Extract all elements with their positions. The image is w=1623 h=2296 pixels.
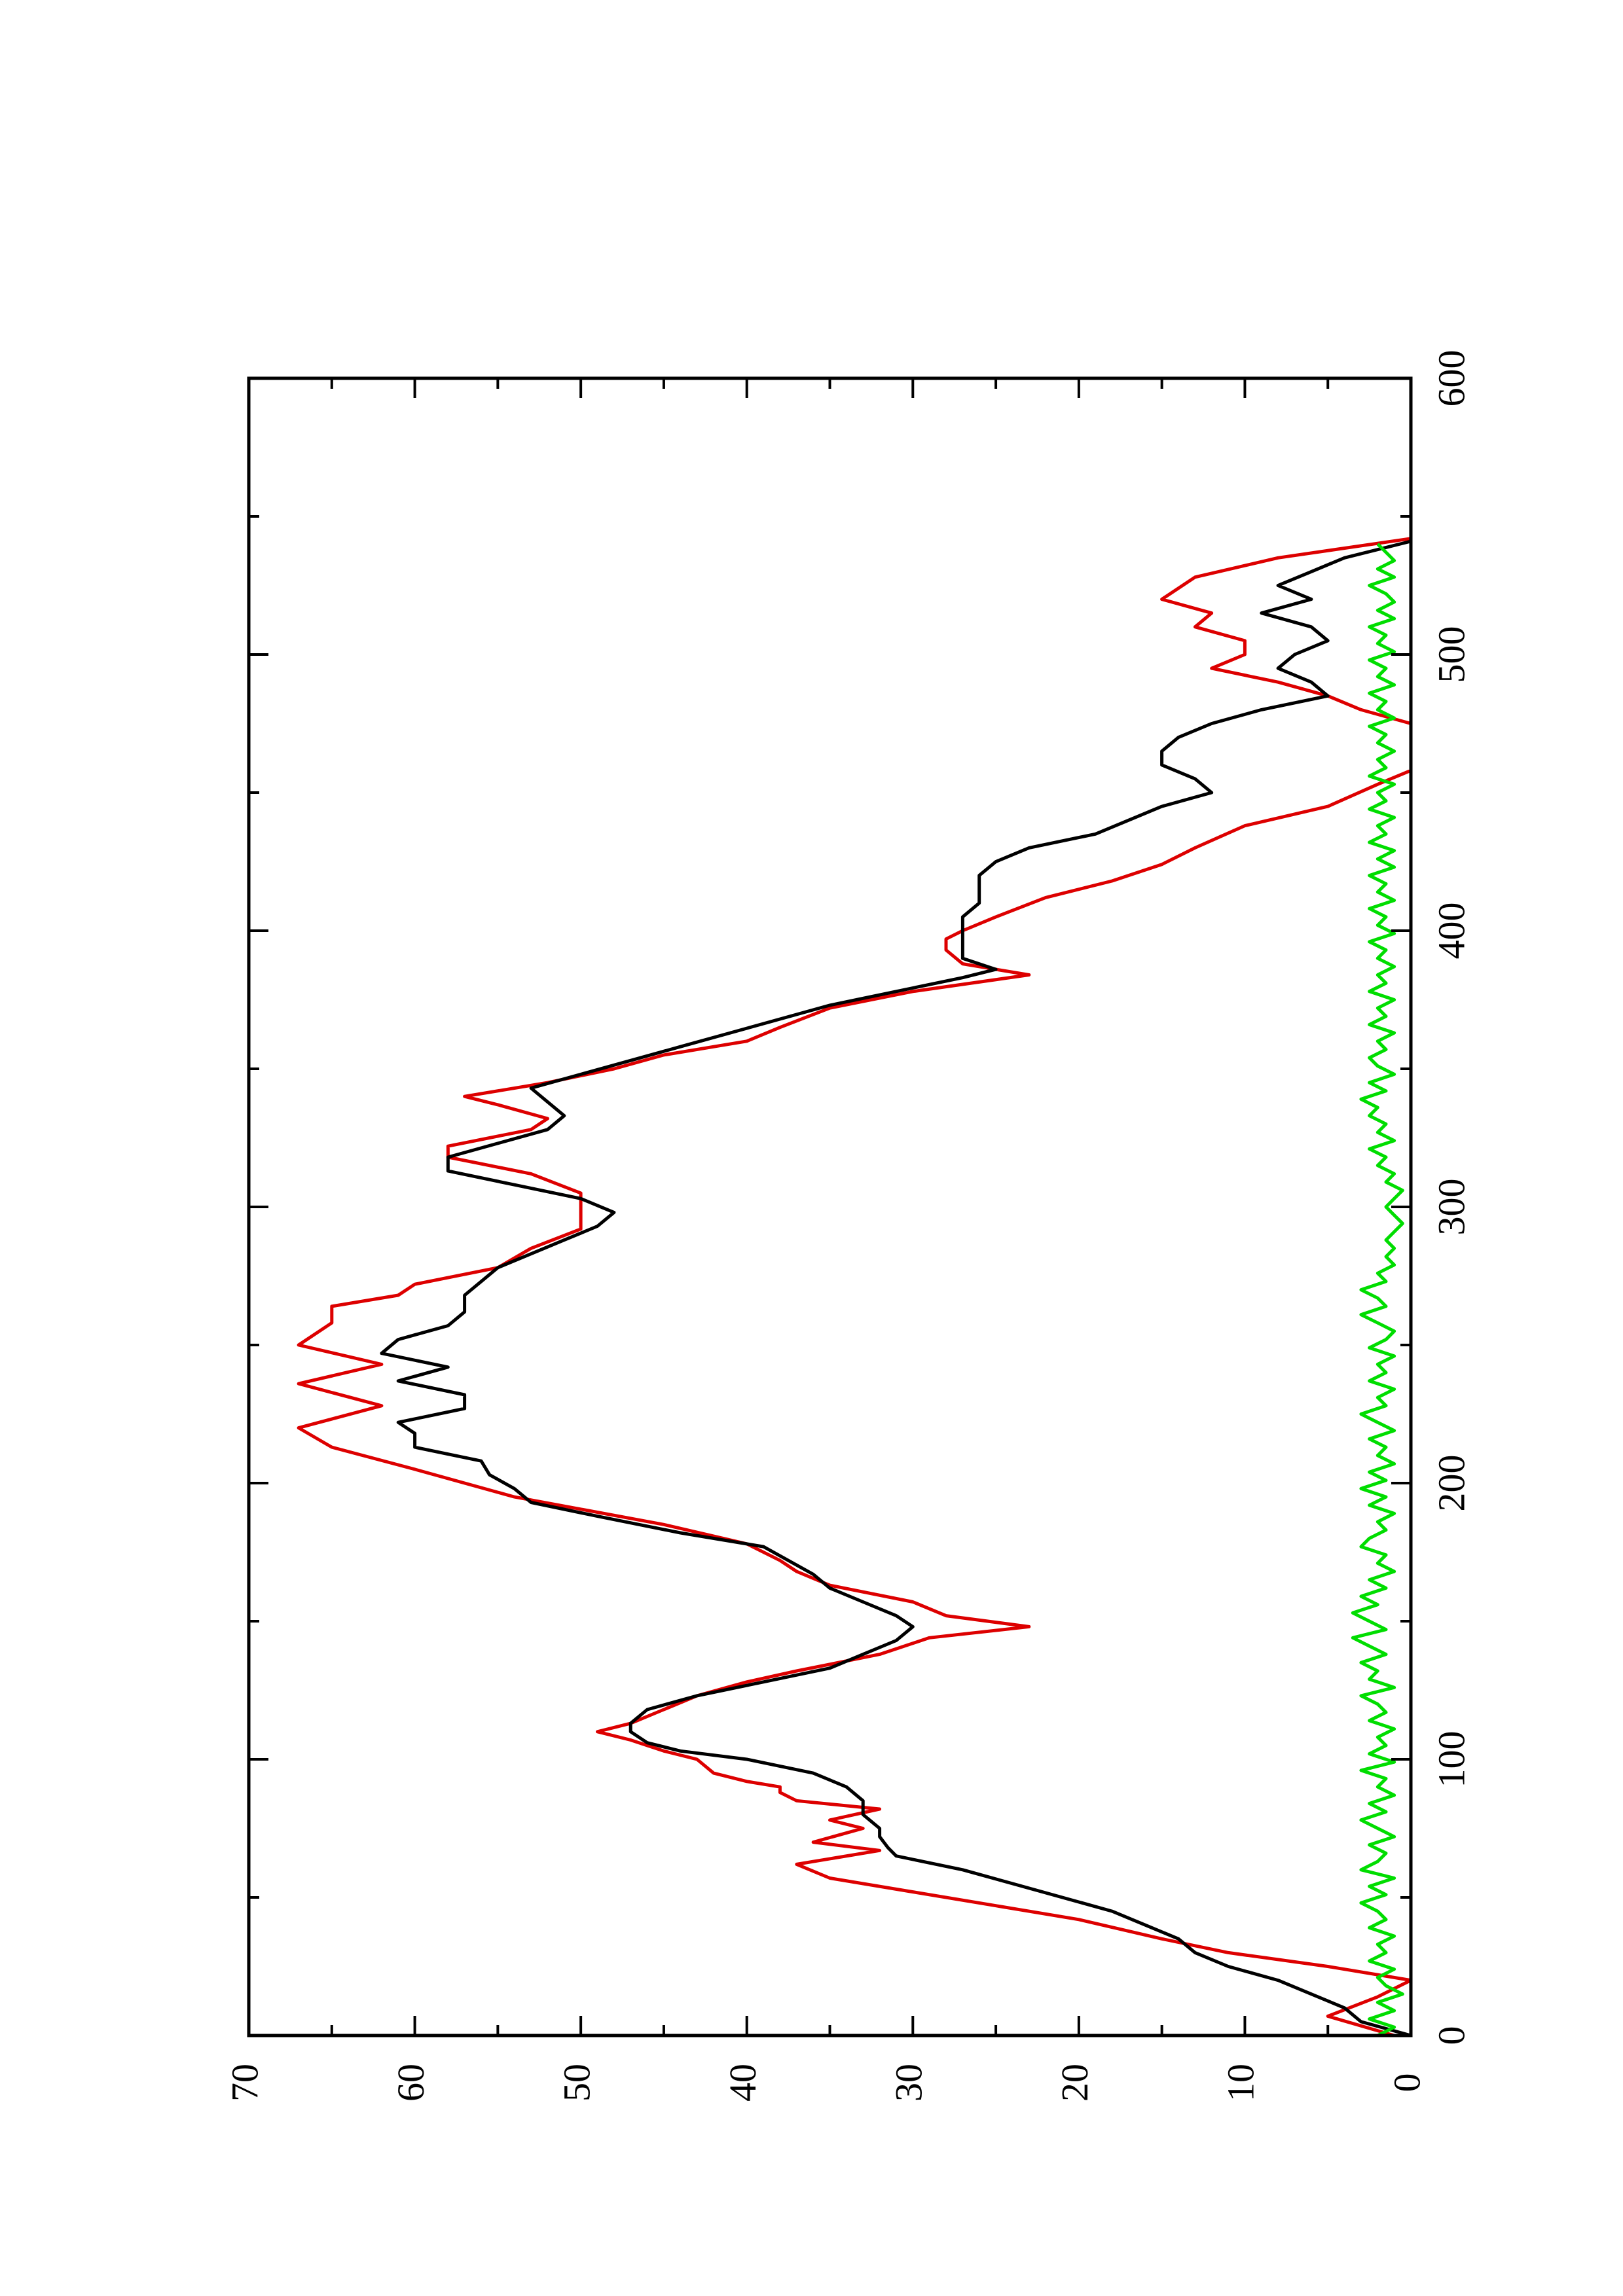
plot-frame: [247, 376, 1413, 2037]
series-line-2: [380, 539, 1412, 2037]
y-tick-label: 60: [390, 2064, 432, 2102]
y-tick-label: 20: [1053, 2064, 1096, 2102]
x-tick-label: 200: [1430, 1455, 1472, 1512]
y-tick-label: 0: [1385, 2073, 1428, 2092]
series-layer: [297, 537, 1413, 2037]
tick-layer: 0 100 200 300 400 500 600 0 10 20 30 40 50 60 70: [223, 350, 1472, 2102]
y-tick-label: 40: [721, 2064, 764, 2102]
x-tick-label: 300: [1430, 1179, 1472, 1236]
series-line-3: [1351, 543, 1404, 2037]
x-tick-label: 500: [1430, 626, 1472, 683]
x-tick-label: 100: [1430, 1731, 1472, 1788]
x-tick-label: 400: [1430, 903, 1472, 960]
y-tick-label: 10: [1220, 2064, 1262, 2102]
x-tick-label: 0: [1430, 2026, 1472, 2045]
y-tick-label: 70: [223, 2064, 266, 2102]
y-tick-label: 30: [888, 2064, 930, 2102]
x-tick-label: 600: [1430, 350, 1472, 407]
series-line-1: [297, 537, 1413, 2037]
plot-area: 0 100 200 300 400 500 600 0 10 20 30 40 50 60 70: [223, 350, 1472, 2102]
y-tick-label: 50: [555, 2064, 598, 2102]
